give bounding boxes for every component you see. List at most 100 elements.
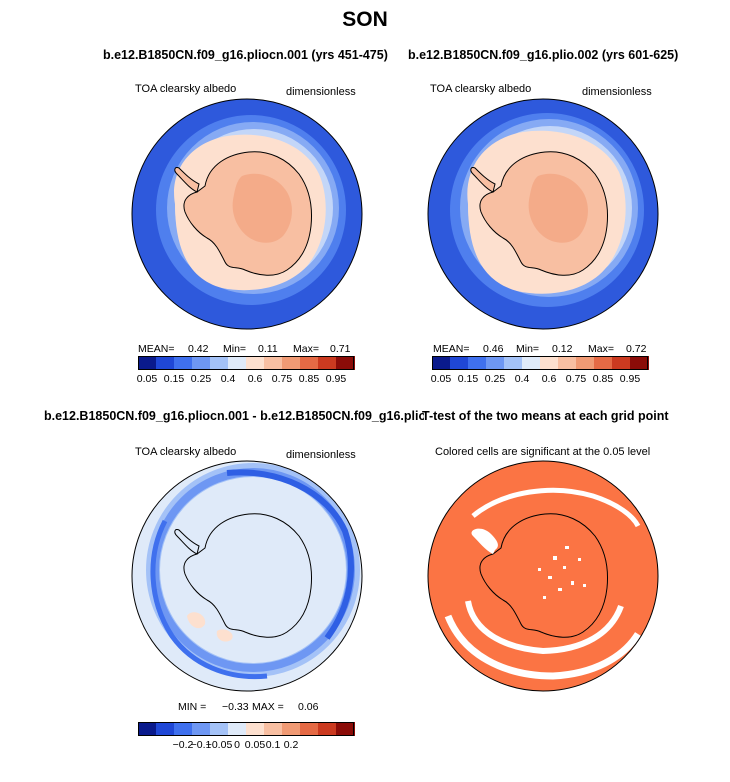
panel-4-note: Colored cells are significant at the 0.0… (435, 446, 651, 458)
colorbar-swatch (246, 356, 265, 370)
panel-3-ice-sheet (183, 513, 312, 638)
panel-3-map-border (131, 460, 363, 692)
colorbar-swatch (576, 356, 595, 370)
panel-3-positive-patch-2 (216, 629, 233, 642)
colorbar-tick-label: 0.2 (283, 739, 299, 751)
panel-3-colorbar (138, 722, 355, 736)
panel-2-colorbar-ticks: 0.05 0.15 0.25 0.4 0.6 0.75 0.85 0.95 (430, 373, 648, 387)
panel-1-mean-value: 0.42 (188, 343, 209, 355)
panel-4-polar-map (427, 460, 659, 692)
colorbar-swatch (174, 356, 193, 370)
panel-2-polar-map (427, 98, 659, 330)
colorbar-swatch (228, 356, 247, 370)
panel-1-colorbar (138, 356, 355, 370)
colorbar-swatch (504, 356, 523, 370)
colorbar-tick-label: 0.95 (619, 373, 641, 385)
panel-2-peninsula (470, 167, 496, 193)
colorbar-swatch (594, 356, 613, 370)
colorbar-swatch (156, 722, 175, 736)
panel-3-peninsula (174, 529, 200, 555)
panel-3-variable-label: TOA clearsky albedo (135, 446, 237, 458)
colorbar-swatch (138, 356, 157, 370)
panel-4-title: T-test of the two means at each grid poi… (422, 409, 669, 423)
colorbar-swatch (318, 722, 337, 736)
colorbar-swatch (336, 356, 355, 370)
panel-1-units-label: dimensionless (286, 86, 356, 98)
panel-3-min-value: −0.33 (222, 701, 249, 713)
panel-1-max-value: 0.71 (330, 343, 351, 355)
colorbar-tick-label: 0.15 (163, 373, 185, 385)
panel-2-mean-label: MEAN= (433, 343, 470, 355)
colorbar-tick-label: 0.75 (565, 373, 587, 385)
colorbar-tick-label: 0.1 (265, 739, 281, 751)
colorbar-tick-label: 0.05 (430, 373, 452, 385)
panel-3-title: b.e12.B1850CN.f09_g16.pliocn.001 - b.e12… (44, 409, 424, 423)
colorbar-swatch (282, 722, 301, 736)
colorbar-tick-label: 0.85 (298, 373, 320, 385)
colorbar-tick-label: 0.25 (484, 373, 506, 385)
colorbar-tick-label: −0.05 (205, 739, 233, 751)
panel-4-ice-sheet (479, 513, 608, 638)
colorbar-tick-label: 0 (234, 739, 240, 751)
colorbar-swatch (210, 356, 229, 370)
colorbar-swatch (264, 722, 283, 736)
panel-1-polar-map (131, 98, 363, 330)
panel-1-min-value: 0.11 (258, 343, 278, 355)
colorbar-tick-label: 0.15 (457, 373, 479, 385)
colorbar-swatch (174, 722, 193, 736)
colorbar-tick-label: 0.6 (541, 373, 557, 385)
panel-1-ice-plateau (232, 173, 292, 243)
colorbar-tick-label: 0.05 (136, 373, 158, 385)
panel-4-insignificant-arc-upper (471, 487, 641, 528)
colorbar-swatch (264, 356, 283, 370)
panel-3-max-label: MAX = (252, 701, 284, 713)
panel-3-max-value: 0.06 (298, 701, 319, 713)
panel-2-min-value: 0.12 (552, 343, 573, 355)
panel-3-polar-map (131, 460, 363, 692)
colorbar-swatch (630, 356, 649, 370)
panel-4-insignificant-ring (465, 600, 624, 655)
figure-title: SON (342, 8, 388, 31)
panel-3-neg-ring-west (150, 519, 268, 680)
colorbar-swatch (156, 356, 175, 370)
colorbar-swatch (318, 356, 337, 370)
panel-1-colorbar-ticks: 0.05 0.15 0.25 0.4 0.6 0.75 0.85 0.95 (136, 373, 354, 387)
panel-1-peninsula (174, 167, 200, 193)
colorbar-swatch (432, 356, 451, 370)
colorbar-swatch (450, 356, 469, 370)
colorbar-swatch (612, 356, 631, 370)
colorbar-swatch (336, 722, 355, 736)
colorbar-tick-label: 0.95 (325, 373, 347, 385)
colorbar-swatch (282, 356, 301, 370)
panel-1-min-label: Min= (223, 343, 247, 355)
colorbar-tick-label: 0.75 (271, 373, 293, 385)
colorbar-swatch (558, 356, 577, 370)
colorbar-swatch (300, 356, 319, 370)
colorbar-swatch (192, 356, 211, 370)
panel-2-min-label: Min= (516, 343, 540, 355)
panel-4-map-border (427, 460, 659, 692)
panel-1-max-label: Max= (293, 343, 319, 355)
colorbar-tick-label: −0.2 (172, 739, 194, 751)
panel-2-ice-plateau (528, 173, 588, 243)
colorbar-tick-label: 0.25 (190, 373, 212, 385)
colorbar-swatch (246, 722, 265, 736)
panel-3-positive-patch-1 (187, 612, 206, 629)
panel-2-variable-label: TOA clearsky albedo (430, 83, 532, 95)
colorbar-tick-label: 0.4 (220, 373, 236, 385)
panel-4-insignificant-speckles (538, 546, 586, 599)
panel-3-neg-ring-strong (226, 469, 354, 640)
panel-3-units-label: dimensionless (286, 449, 356, 461)
colorbar-swatch (192, 722, 211, 736)
panel-1-map-border (131, 98, 363, 330)
panel-1-mean-label: MEAN= (138, 343, 175, 355)
panel-2-max-label: Max= (588, 343, 614, 355)
panel-3-min-label: MIN = (178, 701, 207, 713)
panel-2-map-border (427, 98, 659, 330)
colorbar-tick-label: 0.4 (514, 373, 530, 385)
panel-4-insignificant-arc-outer (444, 614, 641, 680)
panel-2-mean-value: 0.46 (483, 343, 504, 355)
colorbar-swatch (138, 722, 157, 736)
colorbar-swatch (228, 722, 247, 736)
panel-2-max-value: 0.72 (626, 343, 647, 355)
